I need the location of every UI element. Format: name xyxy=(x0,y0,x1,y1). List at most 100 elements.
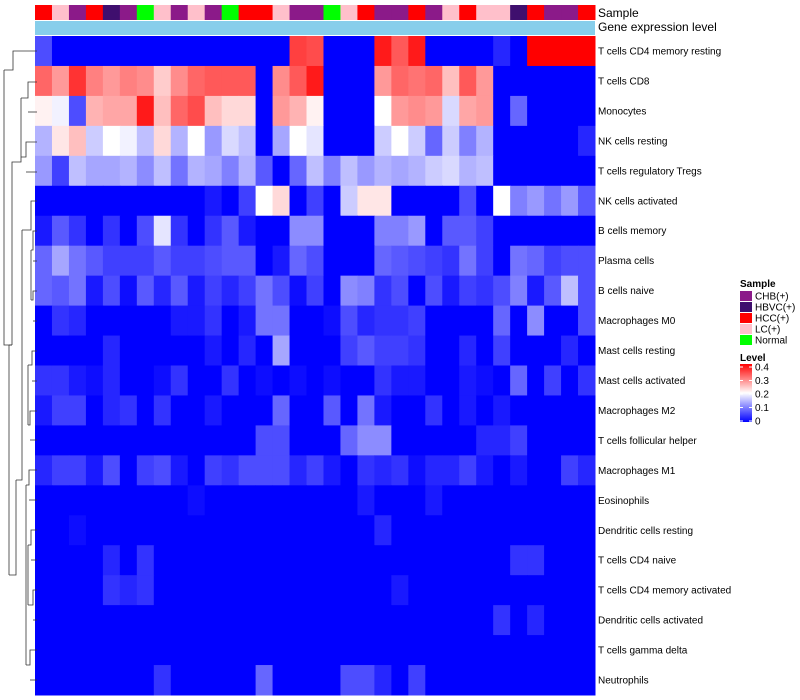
heatmap-cell xyxy=(544,65,562,97)
dendrogram-branch xyxy=(21,141,37,158)
sample-legend-label: LC(+) xyxy=(755,325,780,336)
heatmap-cell xyxy=(425,36,443,67)
row-label: NK cells resting xyxy=(598,136,667,147)
heatmap-cell xyxy=(340,335,358,366)
heatmap-cell xyxy=(408,245,426,277)
heatmap-cell xyxy=(323,395,341,426)
heatmap-cell xyxy=(204,425,223,456)
heatmap-cell xyxy=(204,485,223,516)
row-label: Plasma cells xyxy=(598,256,654,267)
heatmap-cell xyxy=(35,305,53,337)
expression-annotation-bar xyxy=(35,21,595,35)
heatmap-cell xyxy=(153,455,172,486)
heatmap-cell xyxy=(51,245,70,277)
heatmap-cell xyxy=(272,635,291,666)
heatmap-cells xyxy=(35,36,596,696)
level-tick-label: 0.1 xyxy=(755,403,769,414)
heatmap-cell xyxy=(153,515,172,546)
heatmap-cell xyxy=(391,215,409,247)
heatmap-cell xyxy=(578,545,596,576)
heatmap-cell xyxy=(51,485,70,516)
heatmap-cell xyxy=(85,545,104,576)
heatmap-cell xyxy=(425,515,443,546)
heatmap-cell xyxy=(527,185,545,217)
heatmap-cell xyxy=(187,545,206,576)
heatmap-cell xyxy=(170,65,189,97)
heatmap-cell xyxy=(476,515,494,546)
heatmap-cell xyxy=(68,605,87,636)
heatmap-cell xyxy=(476,305,494,337)
heatmap-cell xyxy=(255,65,274,97)
heatmap-cell xyxy=(340,36,358,67)
heatmap-cell xyxy=(68,395,87,426)
heatmap-cell xyxy=(153,185,172,217)
heatmap-cell xyxy=(119,185,138,217)
heatmap-cell xyxy=(68,575,87,606)
heatmap-cell xyxy=(102,365,121,396)
heatmap-cell xyxy=(170,335,189,366)
heatmap-cell xyxy=(306,635,324,666)
sample-annotation-cell xyxy=(340,5,358,20)
level-tick-label: 0.2 xyxy=(755,390,769,401)
heatmap-cell xyxy=(510,125,528,157)
heatmap-cell xyxy=(374,515,392,546)
heatmap-cell xyxy=(561,425,579,456)
heatmap-cell xyxy=(561,155,579,187)
heatmap-cell xyxy=(119,95,138,127)
heatmap-cell xyxy=(221,575,240,606)
heatmap-cell xyxy=(204,65,223,97)
expression-annotation-strip xyxy=(35,21,595,35)
heatmap-cell xyxy=(408,185,426,217)
heatmap-cell xyxy=(221,365,240,396)
heatmap-cell xyxy=(68,65,87,97)
sample-annotation-cell xyxy=(459,5,477,20)
row-label: T cells CD4 memory activated xyxy=(598,586,731,597)
heatmap-cell xyxy=(119,125,138,157)
heatmap-cell xyxy=(323,65,341,97)
heatmap-cell xyxy=(255,245,274,277)
heatmap-cell xyxy=(68,245,87,277)
row-label: T cells regulatory Tregs xyxy=(598,166,702,177)
heatmap-cell xyxy=(357,335,375,366)
heatmap-cell xyxy=(289,575,308,606)
heatmap-cell xyxy=(35,635,53,666)
heatmap-cell xyxy=(561,635,579,666)
heatmap-cell xyxy=(425,275,443,307)
heatmap-cell xyxy=(153,245,172,277)
heatmap-cell xyxy=(238,485,257,516)
heatmap-cell xyxy=(187,365,206,396)
heatmap-cell xyxy=(493,335,511,366)
heatmap-cell xyxy=(255,485,274,516)
heatmap-cell xyxy=(102,485,121,516)
heatmap-cell xyxy=(170,155,189,187)
row-label: B cells memory xyxy=(598,226,666,237)
heatmap-cell xyxy=(561,485,579,516)
heatmap-cell xyxy=(374,575,392,606)
sample-annotation-strip xyxy=(35,5,596,20)
dendrogram-branch xyxy=(9,480,17,576)
heatmap-cell xyxy=(119,545,138,576)
heatmap-cell xyxy=(510,515,528,546)
heatmap-cell xyxy=(289,455,308,486)
dendrogram-branch xyxy=(28,589,37,606)
heatmap-cell xyxy=(255,365,274,396)
heatmap-cell xyxy=(544,215,562,247)
heatmap-cell xyxy=(391,665,409,696)
heatmap-cell xyxy=(357,245,375,277)
heatmap-cell xyxy=(204,665,223,696)
heatmap-cell xyxy=(459,605,477,636)
heatmap-cell xyxy=(306,185,324,217)
heatmap-cell xyxy=(442,545,460,576)
heatmap-cell xyxy=(391,635,409,666)
heatmap-cell xyxy=(459,485,477,516)
row-label: Macrophages M1 xyxy=(598,466,676,477)
heatmap-cell xyxy=(476,365,494,396)
heatmap-cell xyxy=(374,95,392,127)
heatmap-cell xyxy=(527,665,545,696)
heatmap-cell xyxy=(340,275,358,307)
heatmap-cell xyxy=(221,245,240,277)
heatmap-cell xyxy=(459,125,477,157)
sample-annotation-cell xyxy=(476,5,494,20)
heatmap-cell xyxy=(442,575,460,606)
heatmap-cell xyxy=(85,605,104,636)
